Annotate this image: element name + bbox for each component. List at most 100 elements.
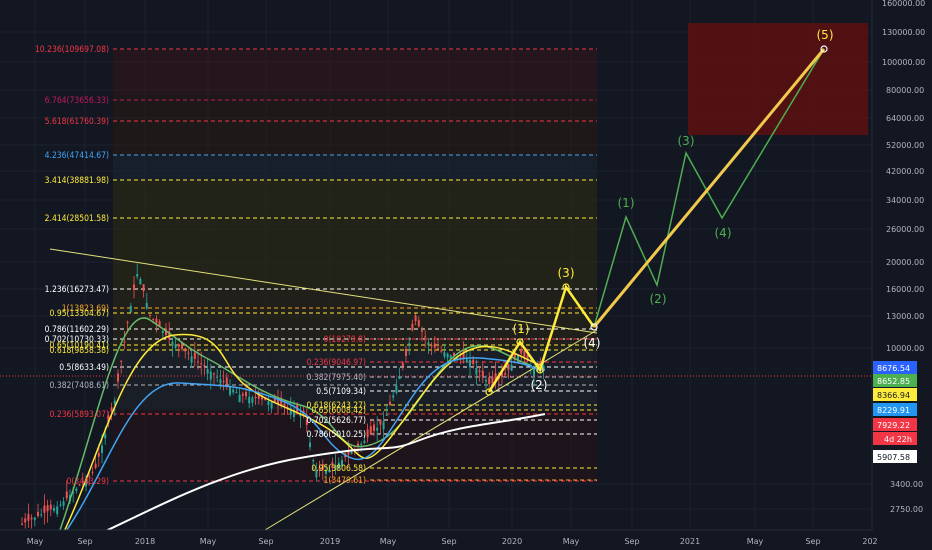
- candle-body: [133, 284, 135, 290]
- time-axis[interactable]: [0, 530, 872, 550]
- wave-label: (4): [584, 336, 601, 350]
- candle-body: [427, 342, 430, 346]
- candle-body: [161, 331, 164, 333]
- projection-wave-path[interactable]: [593, 48, 825, 328]
- candle-body: [91, 471, 94, 473]
- candle-body: [542, 365, 545, 370]
- y-tick-label: 52000.00: [886, 141, 924, 150]
- x-tick-label: 2019: [320, 537, 340, 546]
- candle-body: [430, 345, 433, 347]
- candle-body: [187, 352, 190, 354]
- candle-body: [433, 343, 436, 348]
- wave-label: (5): [817, 28, 834, 42]
- candle-body: [485, 380, 487, 382]
- fib-label: 0.95(3806.58): [311, 464, 366, 474]
- fib-label: 0.65(10190.41): [50, 341, 109, 351]
- price-tag-label: 7929.22: [877, 421, 910, 430]
- y-tick-label: 13000.00: [886, 312, 924, 321]
- candle-body: [453, 352, 455, 356]
- candle-body: [414, 315, 417, 321]
- wave-label: (3): [678, 134, 695, 148]
- candle-body: [357, 443, 359, 447]
- candle-body: [533, 368, 535, 376]
- candle-body: [331, 462, 334, 468]
- candle-body: [328, 470, 331, 472]
- candle-body: [312, 460, 315, 462]
- fib-label: 2.414(28501.58): [45, 214, 109, 224]
- candle-body: [193, 352, 196, 359]
- candle-body: [59, 504, 62, 506]
- target-zone-box[interactable]: [688, 23, 868, 135]
- candle-body: [373, 424, 375, 431]
- fib-label: 0.786(11602.29): [45, 325, 109, 335]
- x-tick-label: 2021: [680, 537, 700, 546]
- candle-body: [94, 463, 97, 468]
- candle-body: [273, 398, 276, 404]
- candle-body: [472, 359, 475, 364]
- candle-body: [529, 364, 532, 366]
- candle-body: [376, 427, 379, 431]
- candle-body: [459, 357, 462, 359]
- candle-body: [411, 323, 414, 331]
- price-tag-label: 8366.94: [877, 391, 910, 400]
- candle-body: [37, 511, 39, 516]
- wave-label: (3): [558, 266, 575, 280]
- candle-body: [238, 394, 241, 403]
- y-tick-label: 130000.00: [882, 28, 925, 37]
- y-tick-label: 26000.00: [886, 225, 924, 234]
- candle-body: [347, 452, 350, 455]
- candle-body: [206, 369, 209, 374]
- price-tags: 8676.54 8652.85 8366.94 8229.91 7929.22 …: [873, 361, 917, 463]
- fib-labels-left: 10.236(109697.08) 6.764(73656.33) 5.618(…: [35, 45, 109, 487]
- x-tick-label: May: [27, 537, 44, 546]
- candle-body: [382, 421, 385, 430]
- candle-body: [53, 508, 55, 511]
- candle-body: [417, 320, 420, 327]
- candle-body: [475, 368, 478, 375]
- wave-points: [485, 45, 828, 396]
- candle-body: [200, 363, 203, 365]
- fib-label: 3.414(38881.98): [45, 176, 109, 186]
- fib-label: 0.382(7408.61): [50, 381, 109, 391]
- candle-body: [325, 470, 327, 474]
- x-tick-label: Sep: [624, 537, 639, 546]
- candle-body: [440, 350, 443, 352]
- y-tick-label: 64000.00: [886, 114, 924, 123]
- x-tick-label: May: [563, 537, 580, 546]
- candle-body: [65, 491, 68, 499]
- candle-body: [216, 376, 219, 378]
- candle-body: [181, 342, 183, 349]
- candle-body: [49, 504, 52, 510]
- candle-body: [43, 505, 46, 513]
- y-tick-label: 20000.00: [886, 258, 924, 267]
- candle-body: [309, 442, 311, 448]
- candle-body: [277, 398, 279, 405]
- fib-label: 0.5(7109.34): [316, 387, 366, 397]
- main-wave-path[interactable]: [487, 284, 596, 393]
- candle-body: [401, 362, 404, 367]
- fib-label: 4.236(47414.67): [45, 151, 109, 161]
- price-axis-labels: 160000.00 130000.00 100000.00 80000.00 6…: [882, 0, 925, 514]
- candle-body: [40, 514, 43, 516]
- y-tick-label: 3400.00: [890, 480, 923, 489]
- candle-body: [24, 518, 27, 523]
- candle-body: [366, 429, 369, 438]
- main-wave-extension[interactable]: [592, 48, 826, 328]
- price-axis[interactable]: [872, 0, 932, 550]
- candle-body: [520, 349, 523, 354]
- candle-body: [513, 352, 516, 360]
- x-tick-label: Sep: [805, 537, 820, 546]
- candle-body: [465, 359, 468, 363]
- fib-labels-mid: 0(10279.8) 0.236(9046.97) 0.382(7975.40)…: [307, 335, 366, 486]
- wave-label: (1): [513, 322, 530, 336]
- y-tick-label: 42000.00: [886, 167, 924, 176]
- candle-body: [75, 488, 78, 492]
- moving-averages: [59, 317, 546, 550]
- candle-body: [321, 463, 324, 470]
- candle-body: [501, 372, 503, 377]
- x-tick-label: Sep: [258, 537, 273, 546]
- y-tick-label: 2750.00: [890, 505, 923, 514]
- fib-label: 0.236(9046.97): [307, 358, 366, 368]
- fib-label: 0.236(5893.07): [50, 410, 109, 420]
